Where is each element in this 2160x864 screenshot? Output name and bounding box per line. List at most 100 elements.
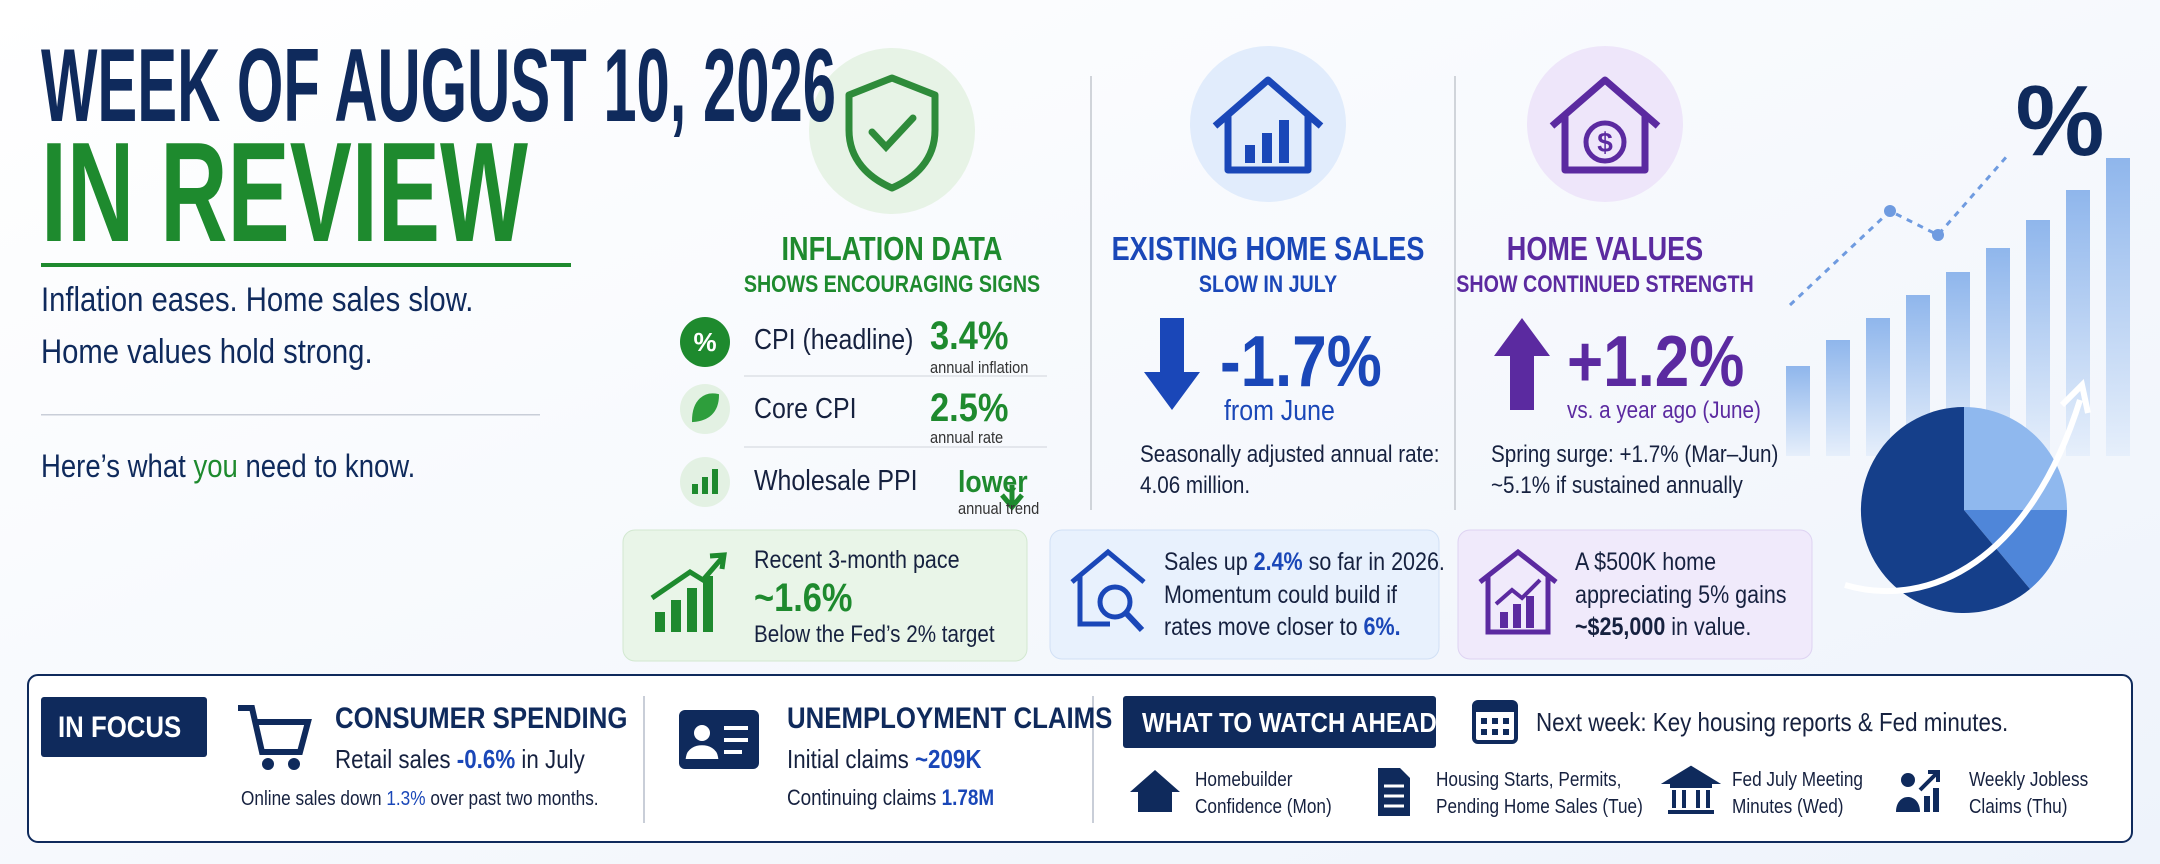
watch-item: Homebuilder <box>1195 769 1293 791</box>
gray-rule <box>41 414 540 416</box>
text-emphasis: -0.6% <box>456 744 516 774</box>
section-title: UNEMPLOYMENT CLAIMS <box>787 702 1113 735</box>
row-icon-symbol: % <box>693 327 716 357</box>
detail-line: 4.06 million. <box>1140 472 1251 499</box>
headline-week: WEEK OF AUGUST 10, 2026 <box>41 28 836 144</box>
value-note: from June <box>1224 395 1335 427</box>
prompt-part: need to know. <box>237 448 416 484</box>
text-part: so far in 2026. <box>1302 548 1445 576</box>
column-subtitle: SHOW CONTINUED STRENGTH <box>1456 271 1754 298</box>
watch-item: Confidence (Mon) <box>1195 796 1332 818</box>
detail-line: Seasonally adjusted annual rate: <box>1140 441 1440 468</box>
text-part: Initial claims <box>787 744 915 774</box>
house-icon <box>1212 76 1324 174</box>
house-search-icon <box>1070 548 1146 627</box>
summary-line: Home values hold strong. <box>41 333 373 371</box>
text-part: rates move closer to <box>1164 613 1364 641</box>
summary-line: Inflation eases. Home sales slow. <box>41 281 474 319</box>
watch-item: Housing Starts, Permits, <box>1436 769 1622 791</box>
callout-line: Momentum could build if <box>1164 581 1398 609</box>
callout-line: appreciating 5% gains <box>1575 581 1787 609</box>
calendar-days <box>1481 718 1509 735</box>
text-emphasis: ~209K <box>914 744 982 774</box>
leaf-icon <box>691 393 720 423</box>
pie-slice <box>1964 510 2067 589</box>
text-emphasis: 2.4% <box>1253 548 1303 576</box>
watch-item: Fed July Meeting <box>1732 769 1863 791</box>
section-line: Continuing claims 1.78M <box>787 787 994 809</box>
column-subtitle: SHOWS ENCOURAGING SIGNS <box>743 271 1041 298</box>
text-emphasis: 6%. <box>1363 613 1401 641</box>
decor-arrow <box>1844 399 2083 595</box>
coin-icon <box>1583 120 1627 164</box>
watch-badge <box>1123 696 1436 748</box>
row-label: CPI (headline) <box>754 324 914 356</box>
trend-arrow <box>650 552 727 601</box>
big-value: -1.7% <box>1220 322 1382 402</box>
prompt-part: Here’s what <box>41 448 194 484</box>
watch-item: Weekly Jobless <box>1969 769 2089 791</box>
home-icon <box>1130 770 1180 812</box>
value-note: vs. a year ago (June) <box>1567 397 1761 424</box>
text-part: Continuing claims <box>787 785 942 810</box>
bars-icon <box>692 469 718 494</box>
section-line: Retail sales -0.6% in July <box>335 746 585 772</box>
column-title: HOME VALUES <box>1506 230 1704 267</box>
text-part: Online sales down <box>241 788 387 810</box>
big-value: +1.2% <box>1567 322 1745 402</box>
watch-item: Minutes (Wed) <box>1732 796 1844 818</box>
house-growth-line <box>1494 578 1542 606</box>
row-value: 2.5% <box>930 386 1009 430</box>
document-icon <box>1378 768 1410 816</box>
pie-slice <box>1860 406 2030 613</box>
detail-line: ~5.1% if sustained annually <box>1491 474 1743 498</box>
jobless-bars <box>1924 788 1939 812</box>
text-part: Retail sales <box>335 744 457 774</box>
row-icon <box>680 317 730 367</box>
callout-line: Sales up 2.4% so far in 2026. <box>1164 550 1445 575</box>
callout-line: Recent 3-month pace <box>754 546 960 574</box>
calendar-top <box>1474 702 1516 712</box>
detail-line: Spring surge: +1.7% (Mar–Jun) <box>1491 443 1778 467</box>
callout-box <box>1049 529 1440 660</box>
person-icon <box>1901 773 1915 787</box>
text-part: Sales up <box>1164 548 1254 576</box>
section-line: Initial claims ~209K <box>787 746 982 772</box>
badge-text: WHAT TO WATCH AHEAD <box>1142 707 1437 738</box>
decor-point <box>1932 229 1944 241</box>
text-part: Spring surge: <box>1491 441 1620 468</box>
column-title: EXISTING HOME SALES <box>1111 230 1425 267</box>
callout-value: ~1.6% <box>754 576 853 620</box>
callout-line: ~$25,000 in value. <box>1575 615 1751 640</box>
house-growth-icon <box>1478 548 1558 635</box>
id-card-face <box>694 725 710 741</box>
text-emphasis: 1.78M <box>941 785 995 810</box>
down-arrow-small <box>1000 485 1024 511</box>
callout-line: A $500K home <box>1575 548 1717 576</box>
column-title: INFLATION DATA <box>781 230 1003 267</box>
text-part: +1.7% <box>1619 441 1679 468</box>
callout-line: Below the Fed’s 2% target <box>754 621 995 648</box>
decor-line <box>1788 154 2010 307</box>
callout-line: rates move closer to 6%. <box>1164 615 1401 640</box>
up-arrow <box>1494 318 1550 410</box>
column-subtitle: SLOW IN JULY <box>1198 271 1338 298</box>
row-note: annual rate <box>930 428 1004 447</box>
id-card-lines <box>685 726 748 759</box>
text-part: in July <box>515 744 585 774</box>
magnifier-handle <box>1123 610 1145 633</box>
magnifier <box>1097 584 1133 620</box>
text-emphasis: ~$25,000 <box>1575 613 1666 641</box>
row-note: annual trend <box>958 499 1040 518</box>
icon-circle <box>809 48 975 214</box>
headline-review: IN REVIEW <box>41 113 528 272</box>
watch-item: Claims (Thu) <box>1969 796 2068 818</box>
cart-wheel <box>288 758 300 770</box>
row-label: Core CPI <box>754 393 857 425</box>
section-line: Online sales down 1.3% over past two mon… <box>241 789 599 809</box>
green-rule <box>41 263 571 267</box>
row-value: lower <box>958 464 1028 499</box>
person-body <box>1896 797 1920 812</box>
